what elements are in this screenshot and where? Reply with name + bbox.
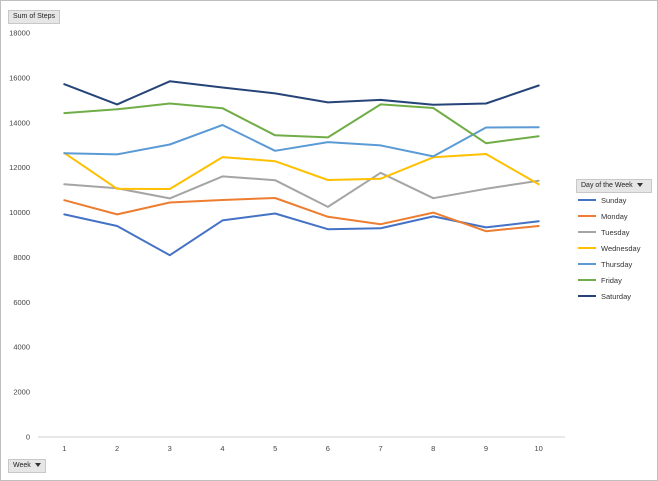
legend-item-monday: Monday	[576, 208, 652, 224]
legend: Sunday Monday Tuesday Wednesday Thursday Frid…	[576, 192, 652, 304]
legend-label: Friday	[601, 275, 622, 285]
series-line-wednesday	[63, 151, 540, 190]
x-tick-label: 6	[326, 444, 330, 453]
y-tick-label: 0	[26, 433, 30, 442]
y-tick-label: 2000	[13, 388, 30, 397]
legend-swatch	[578, 295, 596, 297]
x-tick-label: 7	[378, 444, 382, 453]
legend-item-sunday: Sunday	[576, 192, 652, 208]
legend-item-tuesday: Tuesday	[576, 224, 652, 240]
x-tick-label: 5	[273, 444, 277, 453]
series-line-thursday	[63, 124, 540, 158]
x-tick-label: 9	[484, 444, 488, 453]
x-tick-label: 2	[115, 444, 119, 453]
dropdown-arrow-icon	[34, 463, 41, 468]
series-line-friday	[63, 102, 540, 145]
legend-item-thursday: Thursday	[576, 256, 652, 272]
legend-label: Monday	[601, 211, 628, 221]
legend-item-wednesday: Wednesday	[576, 240, 652, 256]
legend-field-button[interactable]: Day of the Week	[576, 179, 652, 193]
values-field-button[interactable]: Sum of Steps	[8, 10, 61, 24]
y-tick-label: 6000	[13, 298, 30, 307]
x-tick-label: 3	[168, 444, 172, 453]
legend-item-saturday: Saturday	[576, 288, 652, 304]
y-tick-label: 4000	[13, 343, 30, 352]
x-tick-label: 4	[220, 444, 224, 453]
legend-label: Thursday	[601, 259, 633, 269]
legend-swatch	[578, 199, 596, 201]
axis-field-button[interactable]: Week	[8, 459, 46, 473]
legend-label: Wednesday	[601, 243, 641, 253]
legend-label: Saturday	[601, 291, 632, 301]
dropdown-arrow-icon	[636, 183, 643, 188]
legend-label: Sunday	[601, 195, 627, 205]
legend-item-friday: Friday	[576, 272, 652, 288]
y-tick-label: 16000	[9, 73, 30, 82]
legend-title: Day of the Week	[581, 182, 633, 189]
series-line-tuesday	[63, 171, 540, 208]
legend-swatch	[578, 263, 596, 265]
series-line-sunday	[63, 212, 540, 257]
x-tick-label: 8	[431, 444, 435, 453]
legend-swatch	[578, 279, 596, 281]
legend-swatch	[578, 215, 596, 217]
series-line-monday	[63, 197, 540, 233]
legend-swatch	[578, 231, 596, 233]
series-line-saturday	[63, 80, 540, 106]
legend-label: Tuesday	[601, 227, 630, 237]
y-tick-label: 18000	[9, 29, 30, 38]
values-field-label: Sum of Steps	[13, 13, 56, 20]
x-tick-label: 1	[62, 444, 66, 453]
y-tick-label: 12000	[9, 163, 30, 172]
y-tick-label: 8000	[13, 253, 30, 262]
y-tick-label: 10000	[9, 208, 30, 217]
y-tick-label: 14000	[9, 118, 30, 127]
legend-swatch	[578, 247, 596, 249]
x-tick-label: 10	[534, 444, 542, 453]
axis-field-label: Week	[13, 462, 31, 469]
